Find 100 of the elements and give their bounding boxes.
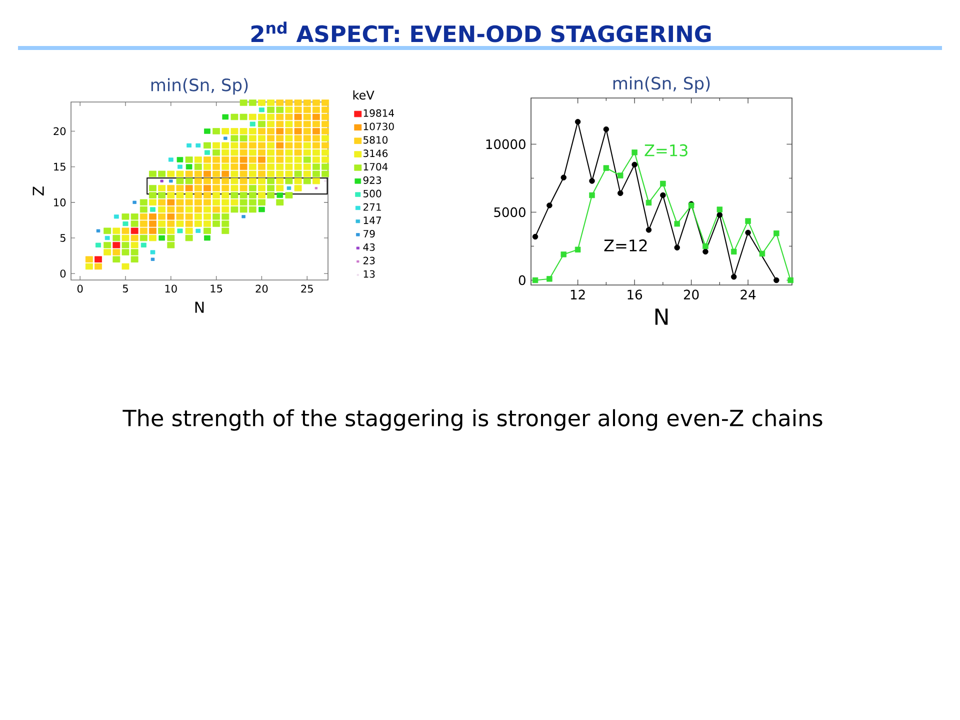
point — [603, 126, 610, 132]
point — [702, 243, 708, 250]
series-label: Z=13 — [644, 144, 688, 156]
point — [167, 199, 175, 206]
point — [122, 221, 128, 226]
point — [632, 162, 638, 168]
point — [112, 242, 120, 248]
x-tick-label: 12 — [570, 290, 585, 300]
point — [646, 200, 652, 206]
point — [646, 227, 652, 233]
point — [660, 180, 666, 187]
x-tick-label: 24 — [740, 290, 756, 300]
legend-title: keV — [353, 90, 374, 100]
legend-label: 271 — [363, 203, 381, 211]
point — [240, 164, 248, 170]
point — [603, 165, 610, 171]
y-tick-label: 0 — [60, 270, 66, 278]
point — [258, 206, 265, 212]
legend-label: 43 — [363, 243, 375, 251]
point — [222, 114, 229, 120]
point — [574, 246, 581, 252]
legend-label: 923 — [363, 176, 382, 184]
point — [632, 150, 638, 156]
point — [168, 158, 174, 162]
point — [150, 207, 156, 212]
x-tick-label: 15 — [210, 284, 222, 292]
point — [186, 143, 192, 148]
point — [150, 250, 156, 254]
point — [149, 228, 156, 234]
legend-label: 147 — [364, 216, 381, 224]
y-tick-label: 10000 — [486, 139, 526, 150]
y-tick-label: 5 — [60, 234, 66, 242]
point — [276, 128, 284, 134]
x-tick-label: 0 — [77, 284, 83, 293]
legend-label: 10730 — [364, 122, 394, 130]
point — [276, 192, 284, 198]
x-tick-label: 10 — [165, 284, 177, 293]
point — [560, 252, 566, 258]
point — [532, 234, 538, 240]
point — [204, 150, 210, 155]
point — [574, 118, 581, 125]
point — [95, 242, 102, 248]
point — [618, 190, 624, 196]
point — [242, 215, 246, 218]
point — [196, 228, 201, 233]
point — [204, 128, 210, 134]
point — [745, 218, 751, 224]
point — [149, 220, 156, 227]
legend-label: 500 — [364, 190, 382, 198]
point — [258, 156, 266, 163]
text: 2$^{nd}$ ASPECT: EVEN-ODD STAGGERING — [251, 22, 711, 42]
chart-title: min(Sn, Sp) — [151, 78, 248, 95]
x-tick-label: 16 — [628, 290, 642, 300]
point — [178, 164, 182, 169]
point — [788, 277, 794, 284]
point — [286, 186, 292, 190]
point — [222, 170, 230, 178]
point — [716, 206, 723, 212]
point — [294, 114, 302, 120]
point — [169, 179, 173, 183]
legend-label: 3146 — [364, 150, 388, 158]
point — [618, 172, 624, 178]
point — [204, 235, 210, 241]
y-tick-label: 10 — [54, 198, 66, 206]
text: The strength of the staggering is stronger along even-Z chains — [122, 409, 822, 431]
point — [240, 156, 248, 163]
point — [276, 142, 284, 149]
point — [312, 114, 320, 120]
point — [114, 214, 119, 219]
point — [730, 274, 737, 280]
point — [258, 107, 264, 112]
y-tick-label: 0 — [518, 275, 526, 286]
point — [745, 230, 751, 236]
x-tick-label: 5 — [122, 284, 128, 292]
point — [160, 180, 164, 182]
point — [150, 258, 155, 261]
legend-label: 19814 — [364, 109, 394, 117]
point — [130, 228, 138, 234]
legend-label: 79 — [364, 230, 375, 238]
chart-title: min(Sn, Sp) — [613, 76, 710, 93]
legend-label: 13 — [364, 270, 375, 278]
point — [589, 178, 595, 184]
legend-label: 1704 — [364, 162, 388, 171]
point — [702, 248, 708, 255]
point — [250, 122, 256, 126]
point — [759, 250, 766, 257]
y-axis-title: Z — [32, 186, 44, 196]
legend-label: 5810 — [364, 136, 388, 144]
point — [158, 235, 165, 241]
x-tick-label: 20 — [684, 290, 699, 300]
point — [149, 213, 156, 220]
point — [224, 136, 228, 140]
point — [167, 213, 175, 220]
y-tick-label: 15 — [54, 162, 66, 171]
point — [204, 170, 211, 178]
x-axis-title: N — [655, 308, 668, 325]
point — [104, 236, 110, 240]
point — [132, 200, 136, 204]
point — [294, 128, 302, 134]
point — [674, 220, 680, 227]
